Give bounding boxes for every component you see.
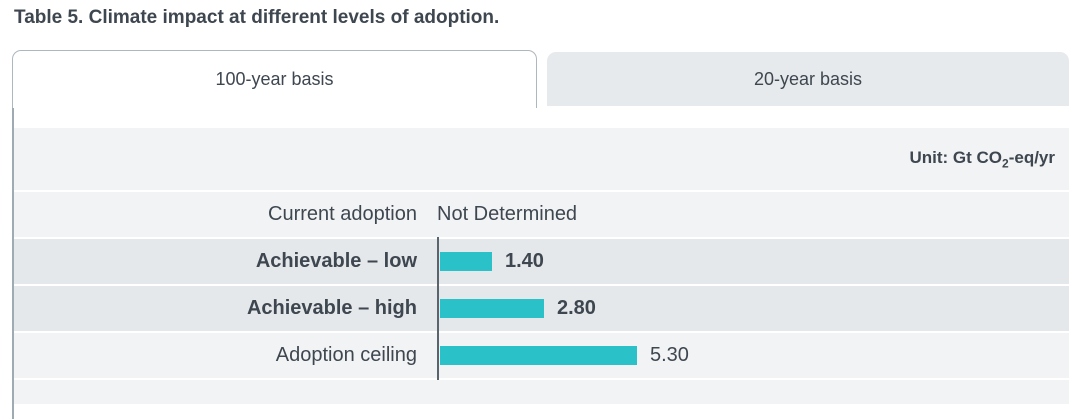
table-row-achievable-low: Achievable – low 1.40 [14,239,1069,284]
unit-row: Unit: Gt CO2-eq/yr [14,128,1069,190]
row-label: Achievable – high [246,297,417,319]
bar-achievable-low [440,252,492,271]
axis-line [437,237,439,380]
chart-panel: Unit: Gt CO2-eq/yr Current adoption Not … [12,107,1069,419]
bar-adoption-ceiling [440,346,637,365]
page-title: Table 5. Climate impact at different lev… [14,7,500,28]
row-value: 1.40 [505,250,544,272]
table-row-current-adoption: Current adoption Not Determined [14,192,1069,237]
tab-100-year-basis-label: 100-year basis [215,69,334,89]
row-label: Achievable – low [255,250,417,272]
row-value: 5.30 [650,344,689,366]
tab-20-year-basis[interactable]: 20-year basis [547,52,1069,106]
panel-footer-strip [14,380,1069,404]
table-row-adoption-ceiling: Adoption ceiling 5.30 [14,333,1069,378]
row-label: Adoption ceiling [275,344,417,366]
bar-achievable-high [440,299,544,318]
row-value: 2.80 [557,297,596,319]
tab-20-year-basis-label: 20-year basis [753,68,863,89]
table-row-achievable-high: Achievable – high 2.80 [14,286,1069,331]
tab-100-year-basis[interactable]: 100-year basis [12,50,537,108]
unit-label: Unit: Gt CO2-eq/yr [909,147,1055,171]
row-value: Not Determined [437,203,578,225]
row-label: Current adoption [268,203,417,225]
